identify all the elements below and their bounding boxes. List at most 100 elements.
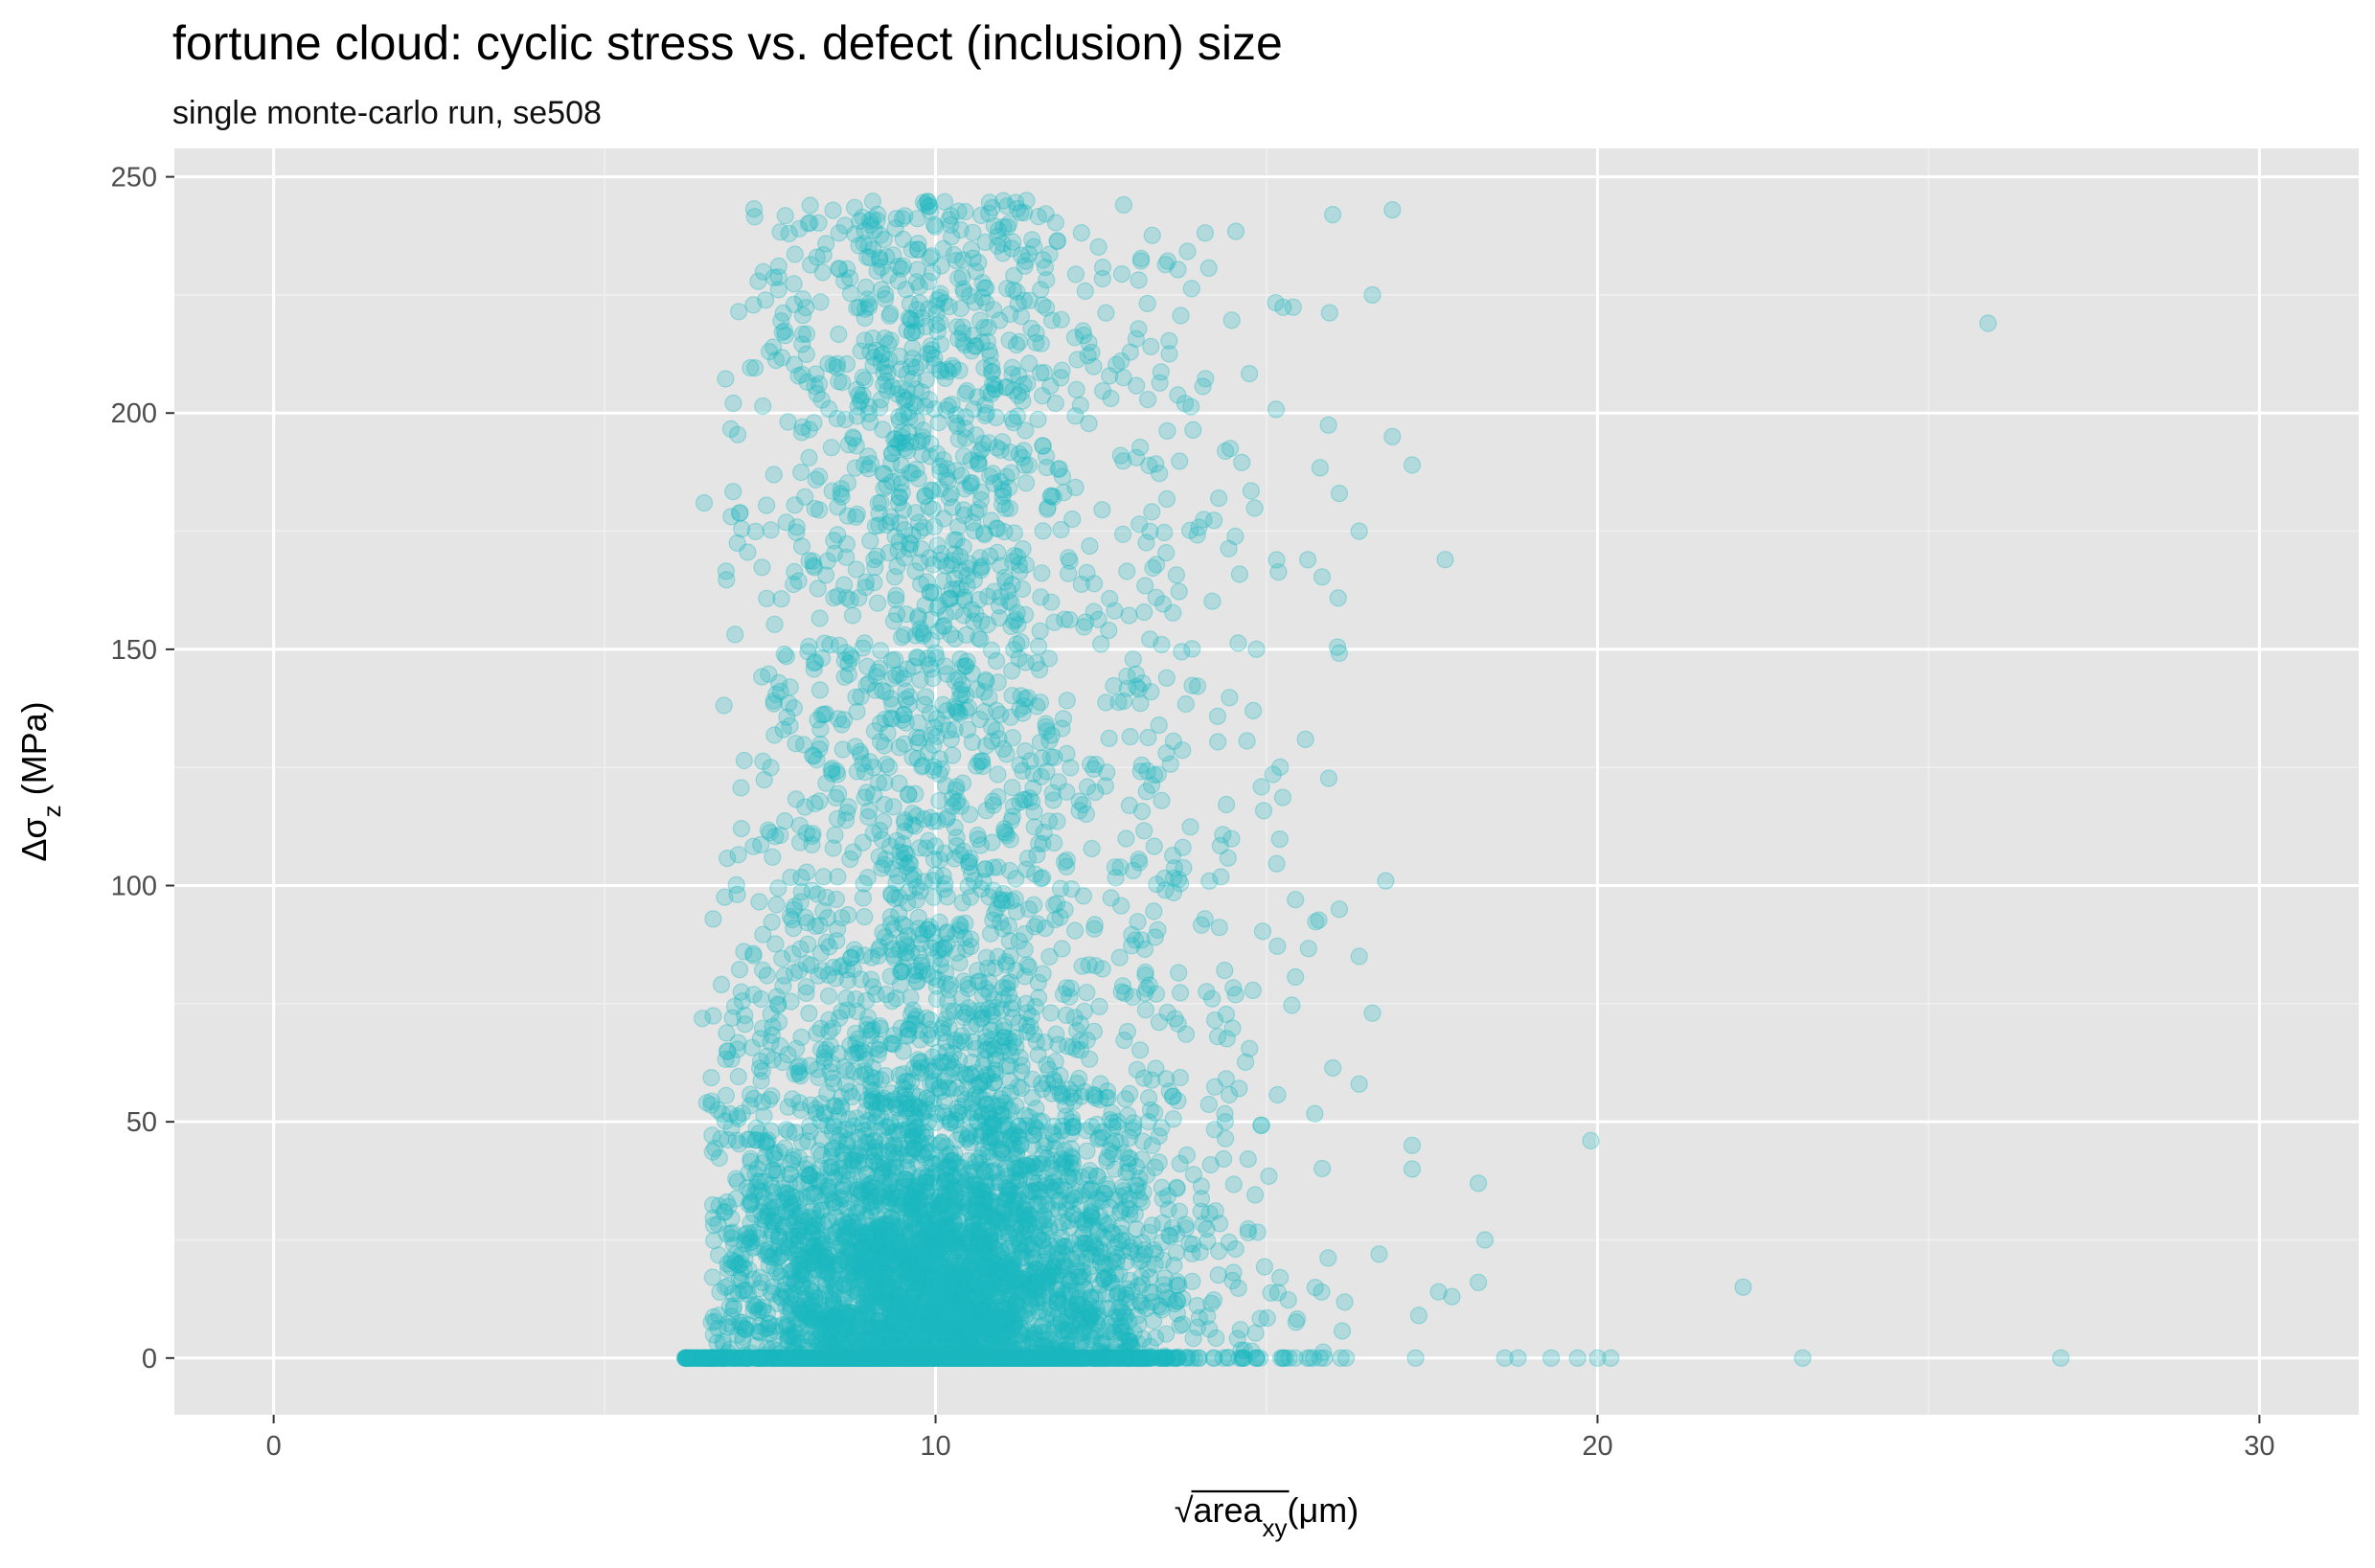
data-point: [1166, 1010, 1184, 1028]
data-point: [1053, 467, 1072, 486]
data-point: [1013, 1349, 1031, 1367]
data-point: [1033, 1349, 1051, 1367]
data-point: [830, 1349, 849, 1367]
data-point: [976, 1349, 994, 1367]
data-point: [1169, 1348, 1188, 1366]
data-point: [730, 1349, 748, 1367]
data-point: [828, 1349, 846, 1367]
data-point: [713, 1104, 731, 1124]
data-point: [845, 1349, 864, 1367]
data-point: [1072, 1349, 1091, 1367]
data-point: [1152, 1349, 1171, 1367]
data-point: [1332, 1349, 1350, 1367]
data-point: [852, 1349, 870, 1367]
data-point: [1224, 1175, 1243, 1193]
data-point: [731, 1349, 749, 1367]
data-point: [1047, 1349, 1065, 1367]
data-point: [1078, 1349, 1096, 1367]
data-point: [987, 1349, 1006, 1367]
data-point: [1070, 1349, 1089, 1367]
data-point: [993, 1349, 1011, 1367]
data-point: [812, 1349, 832, 1367]
data-point: [804, 1349, 823, 1367]
data-point: [726, 625, 744, 644]
data-point: [869, 1349, 887, 1367]
data-point: [752, 1349, 770, 1367]
data-point: [996, 1349, 1015, 1367]
data-point: [1108, 1286, 1126, 1306]
data-point: [1074, 1224, 1093, 1242]
data-point: [820, 1349, 839, 1367]
data-point: [1313, 1159, 1332, 1178]
data-point: [913, 1349, 932, 1367]
data-point: [843, 606, 862, 625]
data-point: [1065, 1349, 1085, 1367]
data-point: [834, 1349, 853, 1367]
data-point: [958, 1349, 977, 1367]
data-point: [909, 1349, 927, 1367]
data-point: [896, 1349, 914, 1367]
data-point: [913, 1349, 931, 1367]
data-point: [792, 1349, 811, 1367]
data-point: [909, 1349, 928, 1367]
data-point: [1016, 1349, 1035, 1367]
data-point: [873, 1349, 892, 1367]
data-point: [757, 1349, 775, 1367]
data-point: [1246, 1349, 1266, 1367]
data-point: [1027, 1349, 1046, 1367]
data-point: [727, 1349, 745, 1367]
data-point: [872, 1349, 890, 1367]
data-point: [819, 1349, 837, 1367]
data-point: [904, 1349, 924, 1367]
data-point: [714, 1332, 732, 1351]
data-point: [1062, 1349, 1082, 1367]
data-point: [911, 1349, 929, 1367]
data-point: [999, 1349, 1018, 1367]
data-point: [1114, 1349, 1132, 1367]
data-point: [1012, 1349, 1031, 1367]
data-point: [925, 1349, 943, 1367]
data-point: [809, 1349, 828, 1367]
data-point: [1319, 1249, 1337, 1267]
data-point: [758, 1349, 777, 1367]
data-point: [882, 1349, 901, 1367]
data-point: [983, 1349, 1001, 1367]
data-point: [1031, 622, 1049, 640]
data-point: [818, 1349, 836, 1367]
data-point: [909, 1349, 928, 1367]
data-point: [900, 1349, 918, 1367]
data-point: [1072, 1349, 1090, 1367]
data-point: [834, 1349, 853, 1367]
data-point: [742, 358, 760, 377]
data-point: [879, 1349, 897, 1367]
data-point: [942, 1349, 960, 1367]
data-point: [1016, 1349, 1035, 1367]
data-point: [861, 1349, 879, 1367]
data-point: [996, 1349, 1015, 1367]
data-point: [841, 1349, 860, 1367]
data-point: [757, 496, 776, 514]
data-point: [855, 1349, 873, 1367]
data-point: [1190, 1349, 1208, 1367]
data-point: [813, 263, 832, 282]
data-point: [981, 1349, 999, 1367]
data-point: [814, 1349, 833, 1367]
data-point: [1050, 1349, 1068, 1367]
data-point: [694, 1349, 712, 1367]
data-point: [925, 1349, 943, 1367]
data-point: [865, 1349, 883, 1367]
data-point: [780, 1349, 798, 1367]
data-point: [925, 1349, 945, 1367]
data-point: [1171, 984, 1190, 1002]
data-point: [790, 1349, 810, 1367]
data-point: [881, 1349, 901, 1367]
data-point: [1126, 1349, 1144, 1367]
data-point: [771, 1349, 789, 1367]
data-point: [814, 1349, 833, 1367]
data-point: [826, 1349, 844, 1367]
data-point: [899, 1349, 918, 1367]
data-point: [699, 1349, 718, 1367]
data-point: [1128, 1349, 1146, 1367]
data-point: [1162, 1349, 1181, 1367]
data-point: [984, 1349, 1002, 1367]
